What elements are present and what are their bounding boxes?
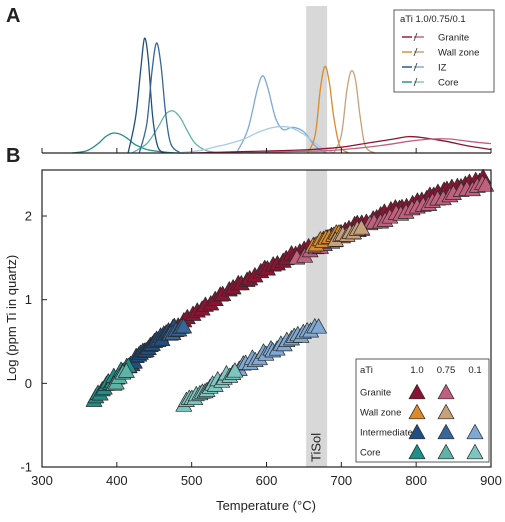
legend-slash-core [413,77,418,87]
legend-marker-wall-zone-1 [437,404,455,420]
density-curves [71,37,492,154]
density-curve-iz-5 [176,125,335,154]
density-curve-core-1 [131,110,222,154]
legend-slash-wall-zone [413,47,418,57]
legend-marker-intermediate-2 [466,424,484,440]
panel-b-legend-label-granite: Granite [360,388,391,399]
x-tick-label-800: 800 [405,473,427,488]
legend-marker-wall-zone-0 [408,404,426,420]
point-wall-zone-0-75 [353,219,370,235]
legend-slash-granite [413,32,418,42]
x-tick-label-700: 700 [330,473,352,488]
y-axis-title: Log (ppm Ti in quartz) [4,255,19,381]
tisol-band [306,170,328,467]
legend-slash-iz [413,62,418,72]
legend-marker-core-2 [466,444,484,460]
point-intermediate-0-75 [175,318,192,334]
panel-a-legend-label-wall-zone: Wall zone [438,48,479,59]
panel-b-legend-box [355,358,490,463]
panel-b-legend-header-1-0: 1.0 [410,365,423,376]
y-tick-label--1: -1 [20,460,32,475]
density-curve-wall-zone-7 [333,70,376,154]
panel-a-legend: aTi 1.0/0.75/0.1 Granite Wall zone IZ Core [393,9,495,93]
density-curve-granite-8 [191,135,492,154]
panel-b-legend-label-core: Core [360,448,381,459]
panel-a-ticks [41,148,492,153]
panel-a-legend-label-iz: IZ [438,63,447,74]
axis-ticks: 300 400 500 600 700 800 900 -1 0 1 2 [20,209,501,488]
panel-b-legend: aTi 1.0 0.75 0.1 Granite Wall zone Intermediat… [355,358,490,463]
panel-b-legend-label-wall-zone: Wall zone [360,408,401,419]
panel-a-legend-label-core: Core [438,78,459,89]
panel-a-legend-title: aTi 1.0/0.75/0.1 [400,14,466,25]
point-core-0-75 [118,362,135,378]
panel-a-legend-label-granite: Granite [438,33,469,44]
scatter-points [85,168,495,412]
panel-a-density-plot: aTi 1.0/0.75/0.1 Granite Wall zone IZ Core [41,6,495,154]
legend-marker-intermediate-1 [437,424,455,440]
y-tick-label-1: 1 [25,292,32,307]
panel-a-legend-box [393,9,495,93]
panel-b-legend-header-0-75: 0.75 [437,365,456,376]
panel-b-legend-label-intermediate: Intermediate [360,428,413,439]
x-tick-label-900: 900 [480,473,502,488]
x-tick-label-300: 300 [31,473,53,488]
density-curve-granite-9 [236,138,492,154]
density-curve-iz-3 [138,42,181,154]
tisol-band-label: TiSol [309,433,324,462]
panel-b-label: B [6,145,20,167]
x-axis-title: Temperature (°C) [216,498,316,513]
legend-marker-granite-0 [408,384,426,400]
x-tick-label-500: 500 [181,473,203,488]
legend-marker-granite-1 [437,384,455,400]
legend-marker-intermediate-0 [408,424,426,440]
point-intermediate-0-1 [310,318,327,334]
tisol-band-panel-a [306,6,328,153]
point-granite-0-75 [477,176,495,192]
panel-b-scatter-plot: TiSol 300 400 500 600 700 800 900 -1 0 1 2 Tempera… [4,168,502,513]
density-curve-iz-4 [236,75,327,154]
y-tick-label-0: 0 [25,376,32,391]
panel-a-label: A [6,5,20,27]
panel-b-legend-header-0-1: 0.1 [468,365,481,376]
x-tick-label-400: 400 [106,473,128,488]
legend-marker-core-1 [437,444,455,460]
density-curve-iz-2 [127,37,166,154]
point-core-0-1 [226,362,244,378]
legend-marker-core-0 [408,444,426,460]
density-curve-wall-zone-6 [307,65,350,154]
y-tick-label-2: 2 [25,209,32,224]
x-tick-label-600: 600 [256,473,278,488]
panel-b-legend-header-ati: aTi [360,365,373,376]
